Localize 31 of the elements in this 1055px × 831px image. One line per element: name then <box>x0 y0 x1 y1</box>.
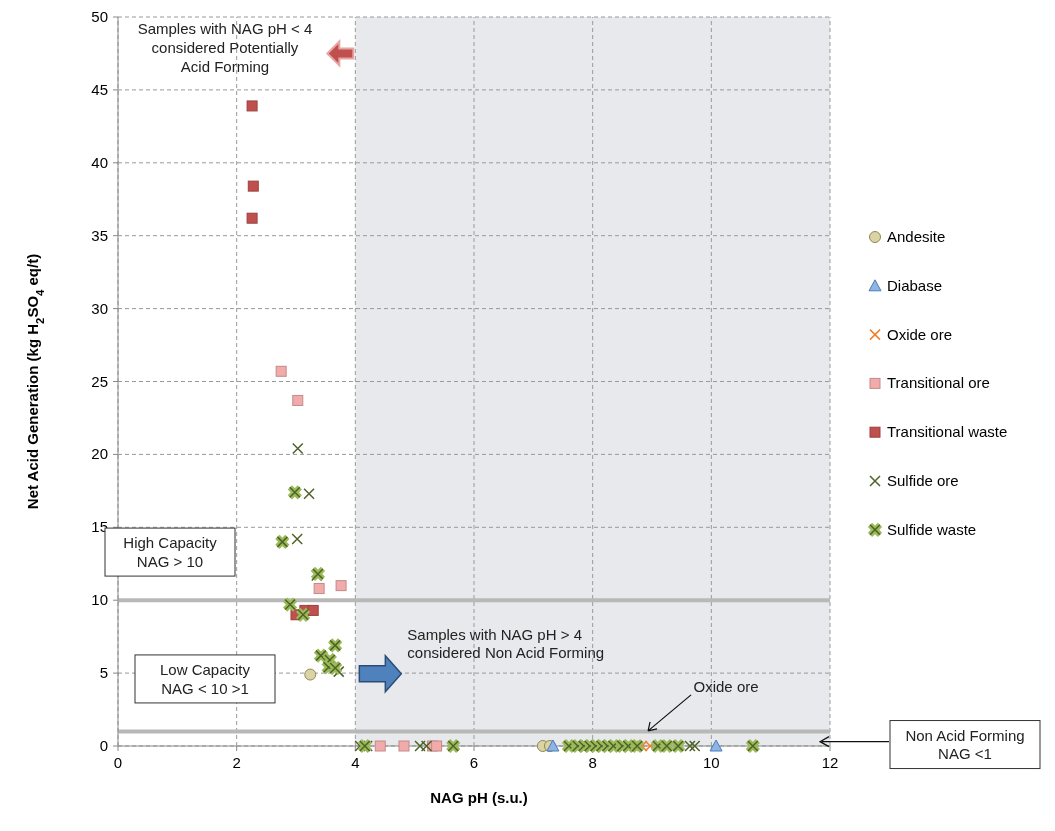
ref-line-label: High Capacity NAG > 10 <box>123 534 218 570</box>
y-tick-label: 35 <box>91 226 108 244</box>
y-tick-label: 20 <box>91 445 108 463</box>
y-tick-label: 30 <box>91 299 108 317</box>
x-tick-label: 8 <box>588 754 597 771</box>
ref-line-label: Non Acid Forming NAG <1 <box>905 726 1025 763</box>
y-tick-label: 10 <box>91 591 108 609</box>
y-tick-label: 0 <box>99 737 108 754</box>
x-tick-label: 10 <box>702 754 720 771</box>
annotation: Samples with NAG pH < 4 considered Potentially Acid Forming <box>137 20 313 75</box>
legend-label: Transitional waste <box>887 423 1008 441</box>
x-axis-title: NAG pH (s.u.) <box>430 789 528 806</box>
legend-label: Transitional ore <box>887 374 990 392</box>
legend-label: Sulfide waste <box>887 520 977 538</box>
annotation: Oxide ore <box>693 677 759 695</box>
legend-label: Diabase <box>887 276 943 294</box>
x-tick-label: 6 <box>469 754 479 771</box>
y-tick-label: 45 <box>91 80 108 98</box>
annotation: Low Capacity NAG < 10 >1 <box>159 660 251 697</box>
y-tick-label: 50 <box>91 8 108 25</box>
x-tick-label: 12 <box>821 754 839 771</box>
y-tick-label: 25 <box>91 372 108 390</box>
x-tick-label: 0 <box>113 754 123 771</box>
band-label: Samples with NAG pH > 4 considered Non Acid Forming <box>407 625 605 662</box>
y-tick-label: 40 <box>91 153 108 171</box>
x-tick-label: 4 <box>351 754 360 771</box>
x-tick-label: 2 <box>232 754 241 771</box>
legend-label: Oxide ore <box>887 325 953 343</box>
legend-label: Sulfide ore <box>887 472 959 489</box>
legend-label: Andesite <box>887 228 946 245</box>
y-tick-label: 5 <box>99 664 108 682</box>
